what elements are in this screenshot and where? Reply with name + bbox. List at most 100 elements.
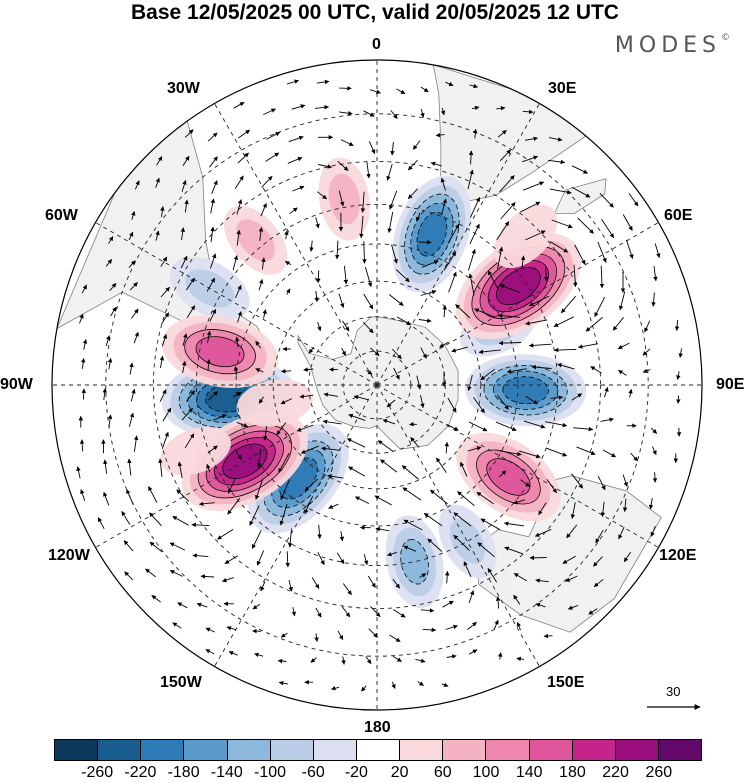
wind-vector	[473, 397, 485, 414]
wind-vector	[497, 313, 521, 318]
wind-vector	[161, 431, 169, 449]
lon-label-150w: 150W	[160, 674, 202, 691]
wind-vector	[339, 110, 353, 116]
wind-vector	[363, 293, 374, 310]
reference-vector-label: 30	[666, 684, 681, 699]
positive-anomaly-contour	[493, 204, 558, 269]
wind-vector	[342, 583, 352, 596]
wind-vector	[648, 498, 654, 510]
wind-vector	[403, 545, 417, 552]
wind-vector	[292, 185, 305, 192]
wind-vector	[457, 491, 475, 507]
latitude-circle	[235, 243, 519, 527]
wind-vector	[401, 465, 419, 480]
wind-vector	[522, 109, 534, 115]
wind-vector	[538, 502, 547, 516]
wind-vector	[108, 236, 114, 244]
wind-vector	[441, 682, 449, 687]
wind-vector	[467, 169, 474, 190]
colorbar-tick-label: -180	[167, 764, 200, 781]
wind-vector	[497, 652, 503, 660]
wind-vector	[386, 163, 393, 181]
wind-vector	[343, 265, 349, 285]
positive-anomaly-contour	[495, 267, 541, 306]
wind-vector	[549, 241, 569, 253]
wind-vector	[525, 319, 548, 326]
wind-vector	[206, 277, 216, 292]
wind-vector	[362, 321, 374, 334]
wind-vector	[467, 374, 473, 392]
lon-label-60w: 60W	[45, 207, 78, 224]
wind-vector	[184, 433, 195, 449]
wind-vector	[236, 421, 249, 428]
wind-vector	[81, 284, 87, 294]
positive-anomaly-contour	[328, 173, 360, 225]
wind-vector	[76, 466, 81, 479]
wind-vector	[315, 217, 320, 229]
wind-vector	[678, 348, 683, 358]
wind-vector	[304, 497, 313, 515]
wind-vector	[227, 497, 241, 515]
wind-vector	[126, 489, 134, 505]
wind-vector	[255, 478, 264, 500]
colorbar-tick-label: 260	[645, 764, 673, 781]
wind-vector	[133, 435, 139, 452]
wind-vector	[288, 579, 293, 592]
wind-vector	[261, 175, 273, 188]
wind-vector	[443, 251, 457, 271]
wind-vector	[234, 284, 242, 299]
wind-vector	[419, 573, 427, 578]
wind-vector	[370, 605, 381, 618]
wind-vector	[82, 339, 88, 350]
wind-vector	[128, 231, 134, 241]
wind-vector	[546, 479, 557, 494]
wind-vector	[387, 551, 397, 557]
colorbar-tick-label: -260	[81, 764, 114, 781]
wind-vector	[654, 243, 661, 259]
wind-vector	[133, 331, 139, 344]
colorbar-tick-label: -100	[253, 764, 287, 781]
wind-vector	[236, 199, 243, 215]
wind-vector	[369, 347, 380, 357]
wind-vector	[506, 368, 527, 374]
wind-vector	[497, 129, 507, 138]
colorbar-tick-label: 180	[559, 764, 586, 781]
wind-vector	[127, 458, 132, 476]
wind-vector	[498, 340, 522, 346]
wind-vector	[444, 441, 449, 454]
wind-vector	[232, 255, 239, 271]
wind-vector	[237, 152, 249, 164]
wind-vector	[674, 320, 680, 331]
wind-vector	[420, 395, 425, 409]
wind-vector	[498, 470, 507, 478]
wind-vector	[391, 681, 396, 689]
wind-vector	[444, 570, 450, 584]
wind-vector	[258, 396, 264, 404]
wind-vector	[105, 259, 113, 267]
wind-vector	[519, 450, 541, 459]
wind-vector	[445, 81, 454, 87]
wind-vector	[156, 156, 163, 166]
meridian-line	[211, 384, 378, 672]
latitude-circle	[105, 113, 649, 657]
wind-vector	[160, 256, 168, 267]
wind-vector	[316, 270, 321, 284]
lon-label-120e: 120E	[659, 547, 697, 564]
wind-vector	[442, 600, 454, 608]
wind-vector	[650, 526, 656, 537]
wind-vector	[260, 202, 267, 217]
wind-vector	[368, 141, 376, 155]
wind-vector	[487, 270, 499, 291]
wind-vector	[365, 369, 373, 375]
wind-vector	[81, 388, 87, 400]
wind-vector	[463, 561, 472, 577]
wind-vector	[407, 159, 418, 171]
wind-vector	[262, 309, 267, 319]
colorbar-tick-label: -140	[210, 764, 243, 781]
wind-vector	[628, 193, 639, 207]
wind-vector	[421, 260, 439, 268]
wind-vector	[513, 573, 527, 582]
wind-vector	[543, 633, 553, 639]
wind-vector	[622, 474, 628, 487]
colorbar-segment	[55, 740, 99, 760]
